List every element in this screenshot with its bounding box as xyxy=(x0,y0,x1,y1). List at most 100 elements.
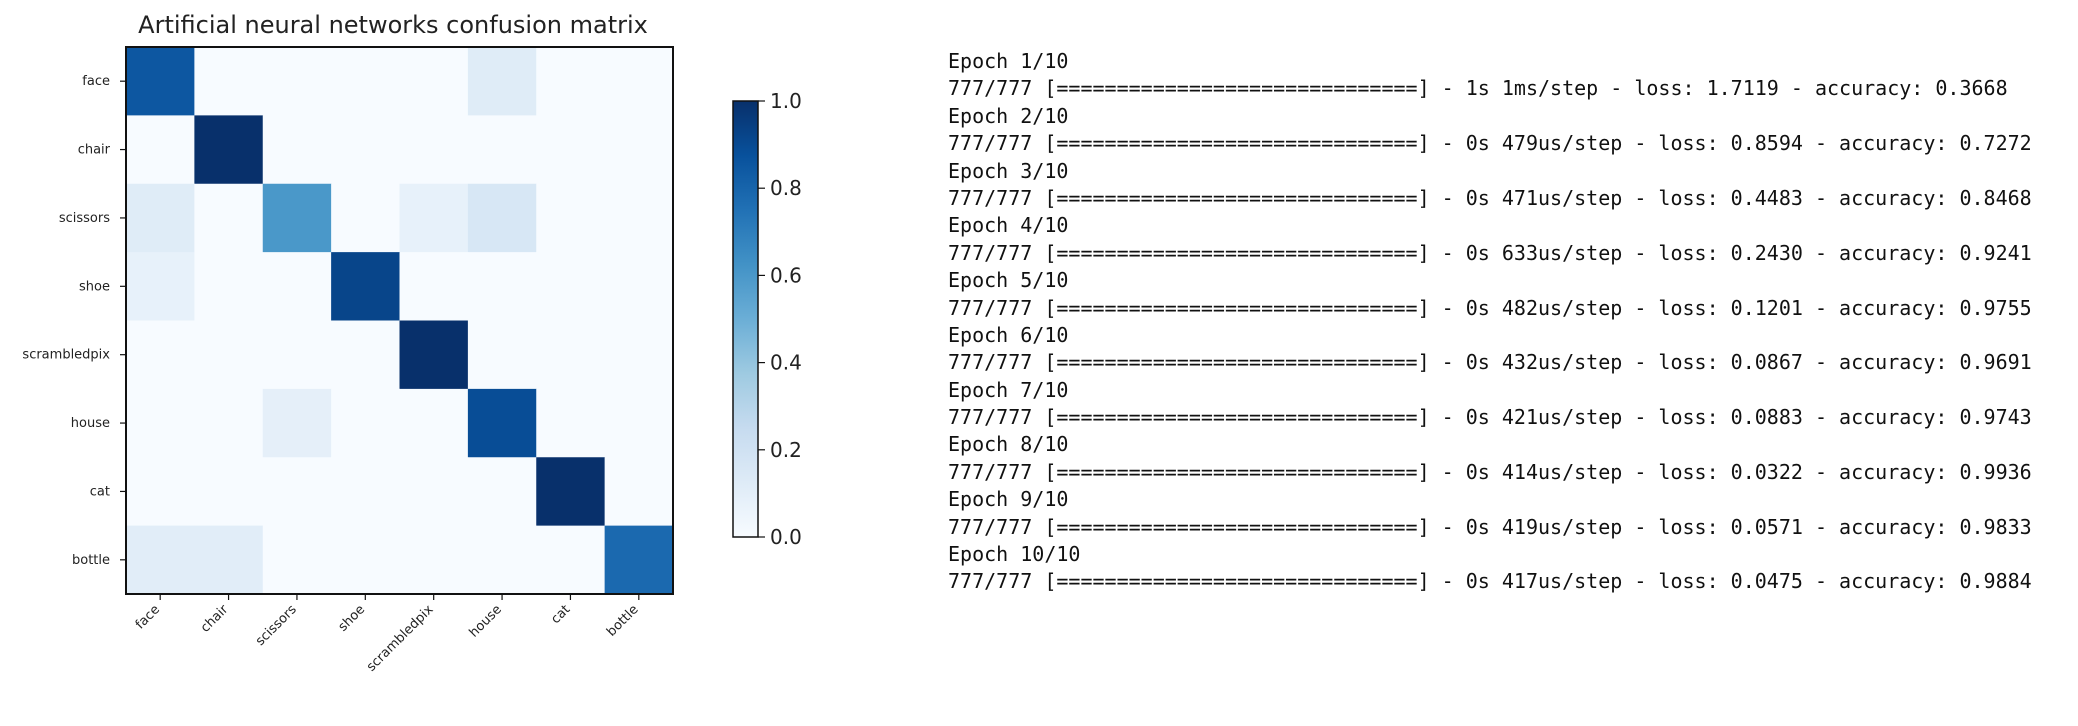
y-tick-label: shoe xyxy=(79,279,110,294)
heatmap-cell xyxy=(126,457,195,527)
heatmap-cells xyxy=(126,47,674,595)
heatmap-cell xyxy=(331,183,400,253)
heatmap-cell xyxy=(467,183,537,253)
heatmap-cell xyxy=(536,457,606,527)
heatmap-cell xyxy=(262,320,332,390)
y-axis-ticks: face chair scissors shoe scrambledpix house ca… xyxy=(22,74,126,568)
heatmap-cell xyxy=(126,320,195,390)
heatmap-cell xyxy=(467,457,537,527)
heatmap-cell xyxy=(194,183,264,253)
x-tick-label: house xyxy=(467,602,505,640)
epoch-progress-line: 777/777 [==============================]… xyxy=(948,514,2032,539)
heatmap-cell xyxy=(536,320,606,390)
y-tick-label: bottle xyxy=(72,553,110,568)
heatmap-cell xyxy=(331,457,400,527)
heatmap-cell xyxy=(331,47,400,116)
y-tick-label: face xyxy=(82,74,110,89)
heatmap-cell xyxy=(536,183,606,253)
colorbar-tick-label: 0.0 xyxy=(770,525,802,549)
heatmap-cell xyxy=(604,320,674,390)
heatmap-cell xyxy=(262,388,332,458)
epoch-progress-line: 777/777 [==============================]… xyxy=(948,405,2032,430)
heatmap-cell xyxy=(126,525,195,595)
epoch-header: Epoch 8/10 xyxy=(948,432,1069,457)
heatmap-cell xyxy=(467,252,537,321)
x-tick-label: face xyxy=(133,602,163,632)
epoch-progress-line: 777/777 [==============================]… xyxy=(948,295,2032,320)
heatmap-cell xyxy=(194,320,264,390)
heatmap-cell xyxy=(399,457,469,527)
epoch-progress-line: 777/777 [==============================]… xyxy=(948,131,2032,156)
y-tick-label: scissors xyxy=(59,211,110,226)
epoch-header: Epoch 1/10 xyxy=(948,49,1069,73)
heatmap-cell xyxy=(536,525,606,595)
colorbar-gradient xyxy=(733,101,758,537)
heatmap-cell xyxy=(262,115,332,185)
x-tick-label: scrambledpix xyxy=(364,602,437,675)
chart-title: Artificial neural networks confusion mat… xyxy=(138,11,648,39)
heatmap-cell xyxy=(399,47,469,116)
colorbar-tick-label: 0.2 xyxy=(770,438,802,462)
heatmap-cell xyxy=(467,47,537,116)
plot-frame xyxy=(125,46,674,595)
y-tick-label: scrambledpix xyxy=(22,348,110,363)
x-tick-label: shoe xyxy=(336,602,369,635)
heatmap-cell xyxy=(467,388,537,458)
heatmap-cell xyxy=(262,457,332,527)
epoch-progress-line: 777/777 [==============================]… xyxy=(948,569,2032,594)
heatmap-cell xyxy=(126,183,195,253)
heatmap-cell xyxy=(262,47,332,116)
heatmap-cell xyxy=(399,525,469,595)
colorbar-tick-label: 0.4 xyxy=(770,351,802,375)
heatmap-cell xyxy=(331,525,400,595)
x-tick-label: cat xyxy=(548,602,573,627)
heatmap-cell xyxy=(262,525,332,595)
colorbar-frame xyxy=(732,100,759,538)
heatmap-cell xyxy=(467,115,537,185)
training-log-panel: Epoch 1/10 777/777 [=====================… xyxy=(948,48,2068,596)
x-tick-label: chair xyxy=(198,602,232,636)
heatmap-cell xyxy=(467,525,537,595)
heatmap-cell xyxy=(126,388,195,458)
heatmap-cell xyxy=(262,183,332,253)
colorbar-tick-label: 1.0 xyxy=(770,89,802,113)
confusion-matrix-chart: Artificial neural networks confusion mat… xyxy=(22,11,802,675)
heatmap-cell xyxy=(536,47,606,116)
heatmap-cell xyxy=(194,388,264,458)
heatmap-cell xyxy=(331,115,400,185)
x-tick-label: scissors xyxy=(253,602,300,649)
heatmap-cell xyxy=(126,115,195,185)
epoch-header: Epoch 6/10 xyxy=(948,322,1069,347)
heatmap-cell xyxy=(194,252,264,321)
colorbar-tick-label: 0.8 xyxy=(770,176,802,200)
heatmap-cell xyxy=(194,525,264,595)
epoch-header: Epoch 9/10 xyxy=(948,487,1069,512)
heatmap-cell xyxy=(604,525,674,595)
heatmap-cell xyxy=(399,115,469,185)
epoch-progress-line: 777/777 [==============================]… xyxy=(948,459,2032,484)
heatmap-cell xyxy=(604,115,674,185)
y-tick-label: house xyxy=(71,416,110,431)
heatmap-cell xyxy=(194,47,264,116)
heatmap-cell xyxy=(194,457,264,527)
epoch-progress-line: 777/777 [==============================]… xyxy=(948,350,2032,375)
heatmap-cell xyxy=(331,388,400,458)
heatmap-cell xyxy=(467,320,537,390)
heatmap-cell xyxy=(331,320,400,390)
epoch-header: Epoch 2/10 xyxy=(948,103,1069,128)
heatmap-cell xyxy=(604,388,674,458)
heatmap-cell xyxy=(331,252,400,321)
epoch-header: Epoch 3/10 xyxy=(948,158,1069,183)
heatmap-cell xyxy=(126,47,195,116)
colorbar: 0.0 0.2 0.4 0.6 0.8 1.0 xyxy=(732,89,802,549)
heatmap-cell xyxy=(604,457,674,527)
epoch-progress-line: 777/777 [==============================]… xyxy=(948,185,2032,210)
heatmap-cell xyxy=(536,388,606,458)
heatmap-cell xyxy=(126,252,195,321)
epoch-header: Epoch 10/10 xyxy=(948,542,1081,567)
epoch-progress-line: 777/777 [==============================]… xyxy=(948,240,2032,265)
epoch-header: Epoch 4/10 xyxy=(948,213,1069,238)
colorbar-tick-label: 0.6 xyxy=(770,263,802,287)
heatmap-cell xyxy=(536,252,606,321)
